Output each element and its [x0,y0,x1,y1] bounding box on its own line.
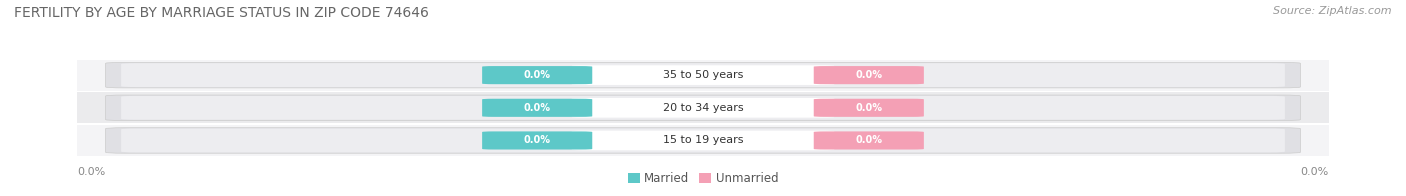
FancyBboxPatch shape [814,66,924,84]
Text: 20 to 34 years: 20 to 34 years [662,103,744,113]
FancyBboxPatch shape [572,98,834,118]
FancyBboxPatch shape [482,66,592,84]
FancyBboxPatch shape [482,131,592,150]
FancyBboxPatch shape [482,99,592,117]
Text: 0.0%: 0.0% [855,70,883,80]
Text: 0.0%: 0.0% [77,167,105,178]
Bar [77,60,1329,91]
Text: Source: ZipAtlas.com: Source: ZipAtlas.com [1274,6,1392,16]
Bar [77,92,1329,123]
Text: 35 to 50 years: 35 to 50 years [662,70,744,80]
Text: 0.0%: 0.0% [1301,167,1329,178]
Text: 0.0%: 0.0% [855,135,883,145]
Bar [77,125,1329,156]
FancyBboxPatch shape [105,62,1301,88]
FancyBboxPatch shape [121,96,1285,120]
Text: 0.0%: 0.0% [523,103,551,113]
Text: 15 to 19 years: 15 to 19 years [662,135,744,145]
FancyBboxPatch shape [572,131,834,150]
FancyBboxPatch shape [814,131,924,150]
Text: FERTILITY BY AGE BY MARRIAGE STATUS IN ZIP CODE 74646: FERTILITY BY AGE BY MARRIAGE STATUS IN Z… [14,6,429,20]
Text: 0.0%: 0.0% [523,135,551,145]
Legend: Married, Unmarried: Married, Unmarried [623,168,783,190]
FancyBboxPatch shape [105,95,1301,121]
FancyBboxPatch shape [814,99,924,117]
Text: 0.0%: 0.0% [523,70,551,80]
FancyBboxPatch shape [105,128,1301,153]
Text: 0.0%: 0.0% [855,103,883,113]
FancyBboxPatch shape [572,65,834,85]
FancyBboxPatch shape [121,63,1285,87]
FancyBboxPatch shape [121,129,1285,152]
